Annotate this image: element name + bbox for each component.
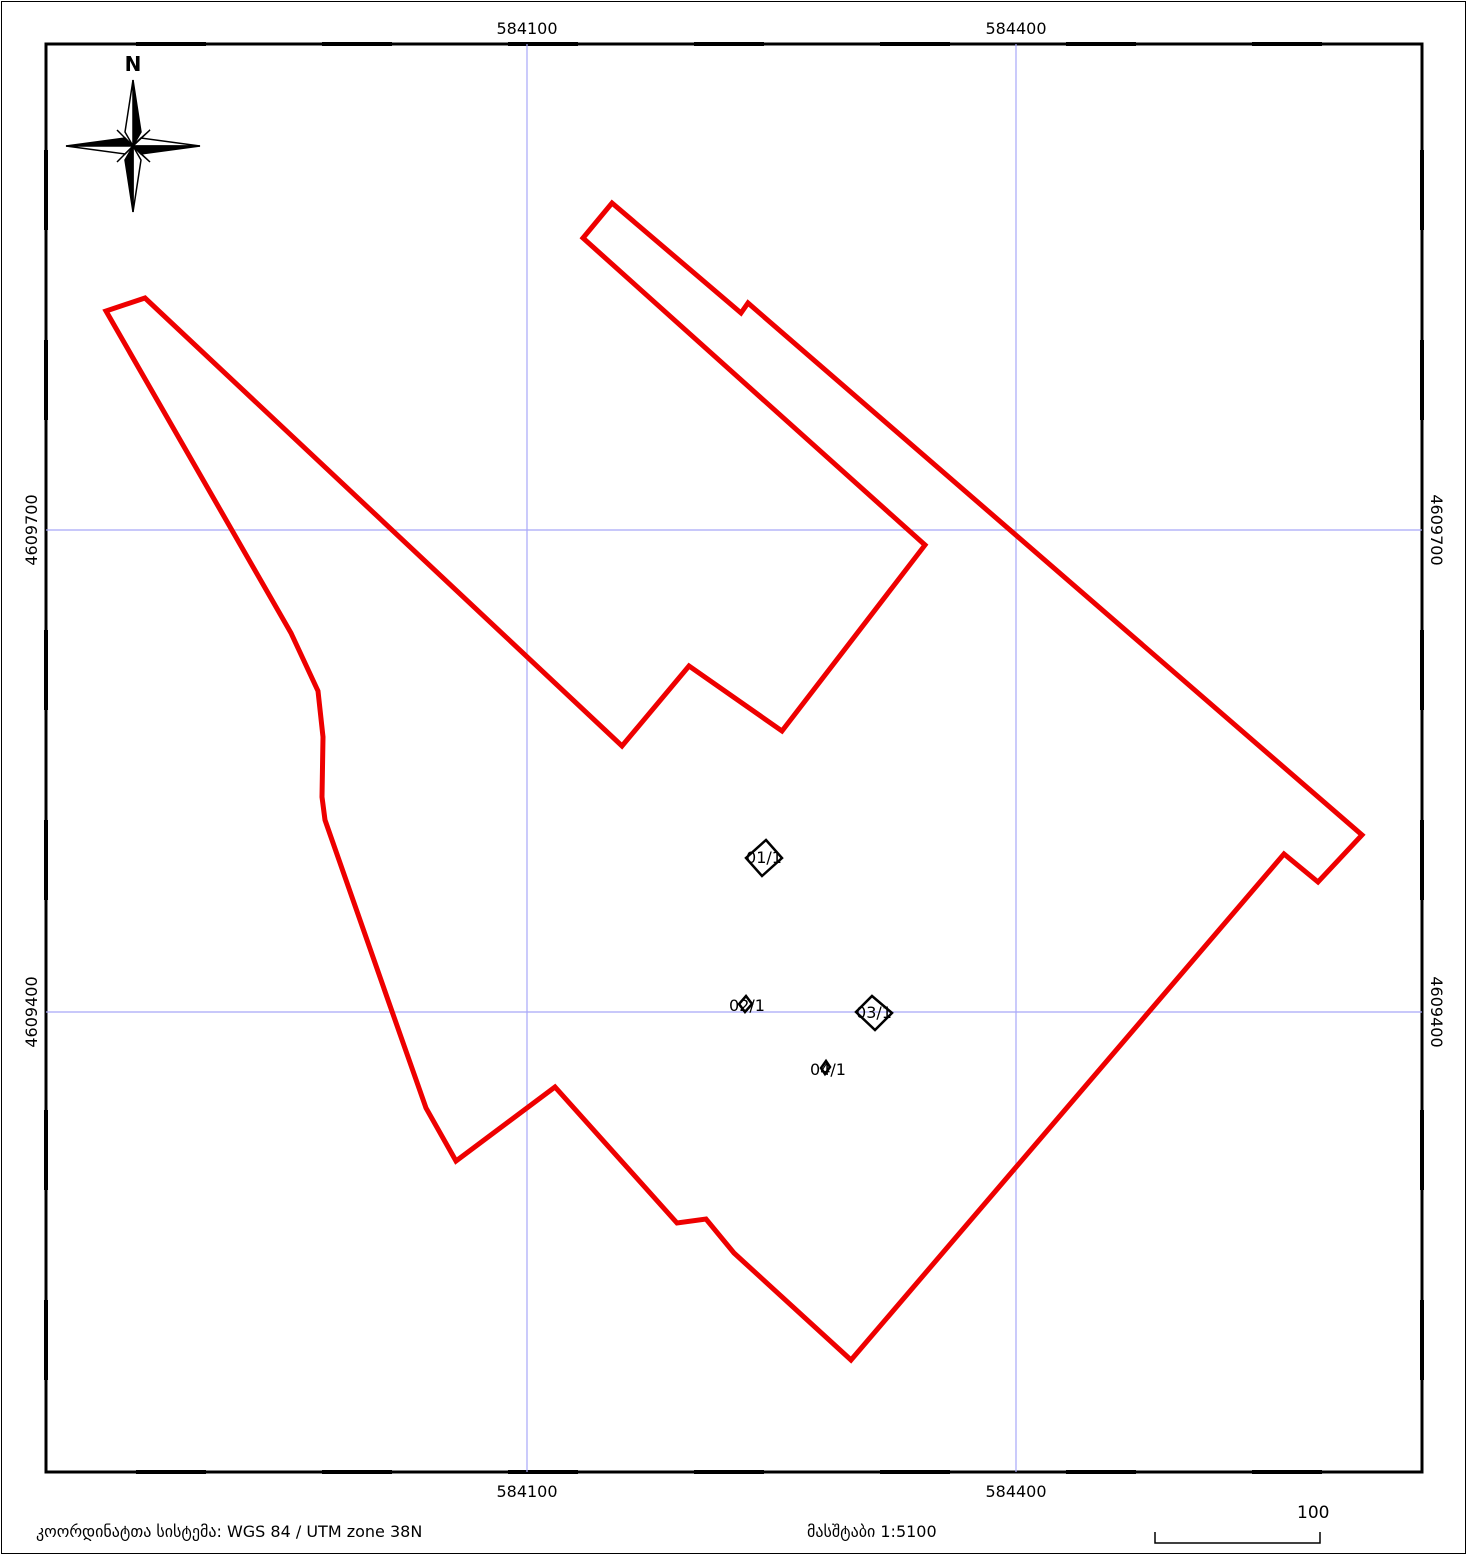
grid-label-top-584400: 584400 <box>985 19 1046 38</box>
grid-label-bottom-584100: 584100 <box>496 1482 557 1501</box>
point-label-03-1: 03/1 <box>856 1003 892 1022</box>
north-arrow-label: N <box>125 52 142 76</box>
scale-bar <box>1154 1532 1321 1544</box>
point-label-01-1: 01/1 <box>746 848 782 867</box>
grid-lines <box>46 44 1422 1472</box>
boundary-polygons[interactable] <box>102 199 1366 1364</box>
grid-label-bottom-584400: 584400 <box>985 1482 1046 1501</box>
grid-label-left-4609400: 4609400 <box>22 976 41 1047</box>
frame-ticks <box>44 42 1424 1474</box>
grid-label-right-4609400: 4609400 <box>1427 976 1446 1047</box>
map-frame <box>44 42 1424 1474</box>
point-marker-01-1 <box>744 838 784 878</box>
point-marker-02-1 <box>737 994 754 1014</box>
grid-label-top-584100: 584100 <box>496 19 557 38</box>
crs-label: კოორდინატთა სისტემა: WGS 84 / UTM zone 3… <box>36 1522 423 1541</box>
point-label-04-1: 04/1 <box>810 1060 846 1079</box>
scale-label: მასშტაბი 1:5100 <box>807 1522 937 1541</box>
boundary-polygon-northeast <box>102 199 1366 1364</box>
point-features[interactable] <box>737 838 894 1077</box>
point-labels: 01/1 02/1 03/1 04/1 <box>729 848 892 1079</box>
point-marker-04-1 <box>819 1058 832 1077</box>
north-arrow-icon <box>65 79 201 213</box>
scale-bar-value: 100 <box>1297 1503 1330 1523</box>
grid-label-left-4609700: 4609700 <box>22 494 41 565</box>
point-label-02-1: 02/1 <box>729 996 765 1015</box>
grid-label-right-4609700: 4609700 <box>1427 494 1446 565</box>
point-marker-03-1 <box>854 994 894 1032</box>
